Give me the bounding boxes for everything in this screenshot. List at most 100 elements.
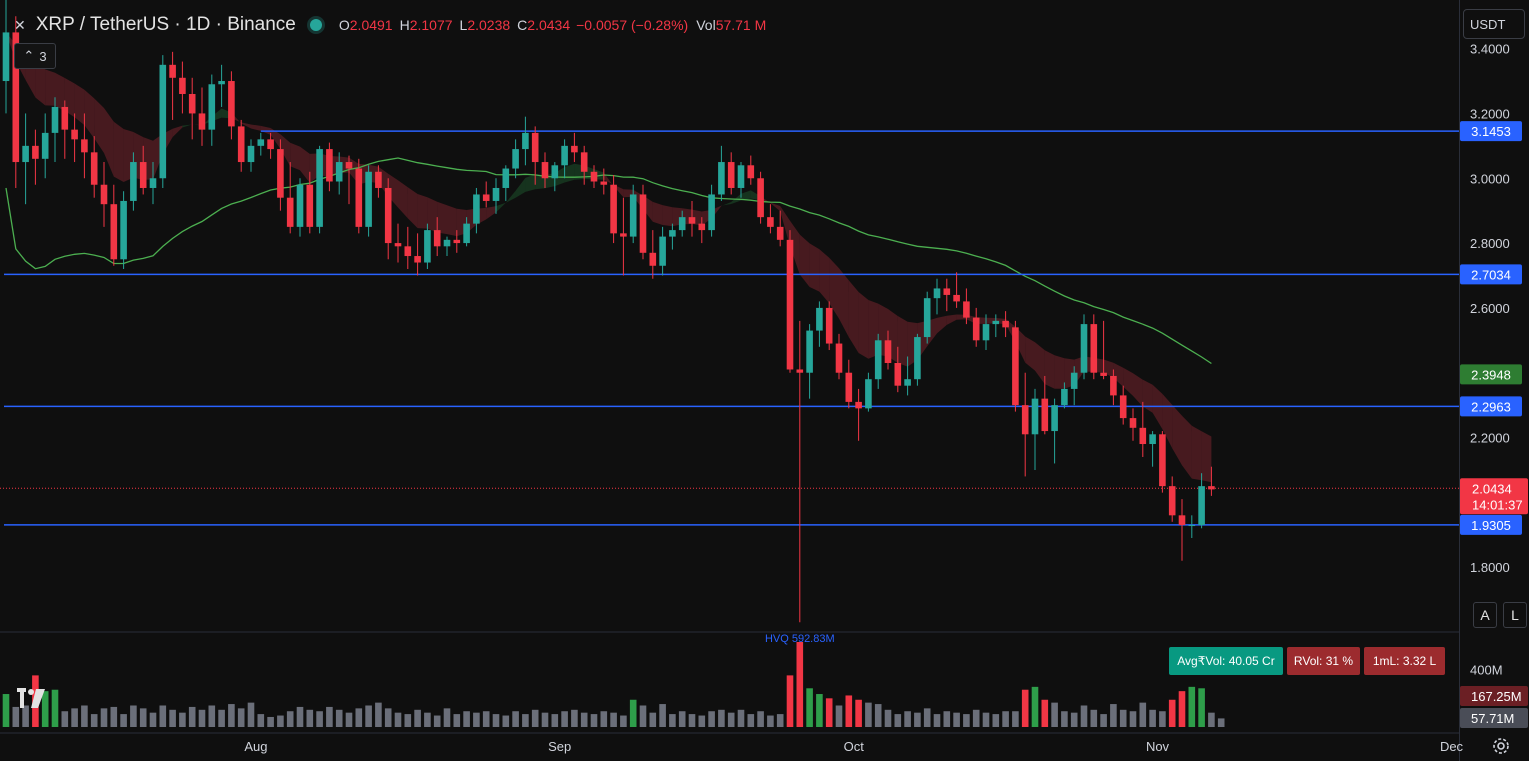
candle-body <box>1198 486 1205 526</box>
auto-scale-button[interactable]: A <box>1473 602 1497 628</box>
one-ml-stat: 1mL: 3.32 L <box>1364 647 1445 675</box>
currency-select[interactable]: USDT <box>1463 9 1525 39</box>
ribbon-segment <box>770 202 781 212</box>
candle-body <box>1051 405 1058 432</box>
candle-body <box>835 343 843 373</box>
ribbon-segment <box>280 134 291 167</box>
ribbon-segment <box>809 243 820 292</box>
volume-bar <box>228 704 235 727</box>
volume-bar <box>933 714 941 727</box>
candle-body <box>1178 515 1186 526</box>
candle-body <box>218 81 225 85</box>
ribbon-segment <box>270 128 281 149</box>
volume-bar <box>159 705 167 727</box>
indicators-toggle[interactable]: ⌃ 3 <box>14 43 56 69</box>
candle-body <box>1188 525 1196 527</box>
log-scale-button[interactable]: L <box>1503 602 1527 628</box>
volume-bar <box>335 709 343 727</box>
volume-bar <box>218 709 225 727</box>
candle-body <box>90 152 98 185</box>
candle-body <box>22 145 29 163</box>
volume-bar <box>247 702 255 727</box>
high-key: H <box>399 17 410 33</box>
ribbon-segment <box>74 83 85 126</box>
volume-bar <box>2 694 10 727</box>
candle-body <box>982 324 990 341</box>
market-status-icon[interactable] <box>309 19 322 31</box>
ribbon-segment <box>819 249 830 304</box>
volume-bar <box>394 712 402 727</box>
candle-body <box>992 320 1000 325</box>
volume-bar <box>571 709 578 727</box>
candle-body <box>169 64 176 78</box>
candle-body <box>865 379 872 409</box>
candle-body <box>149 178 157 188</box>
price-tick-label: 3.2000 <box>1470 106 1510 121</box>
ribbon-segment <box>780 206 790 247</box>
rvol-stat: RVol: 31 % <box>1287 647 1360 675</box>
candle-body <box>198 113 206 130</box>
volume-bar <box>551 714 559 727</box>
price-tick-label: 2.8000 <box>1470 236 1510 251</box>
level-price-tag <box>1460 396 1522 417</box>
candle-body <box>1159 434 1166 487</box>
volume-bar <box>600 711 608 727</box>
low-key: L <box>459 17 468 33</box>
ribbon-segment <box>84 89 95 139</box>
ribbon-segment <box>937 315 947 334</box>
price-axis[interactable]: 3.4000 3.2000 3.0000 2.8000 2.6000 2.2000 1.80… <box>1460 42 1528 728</box>
volume-bar <box>1051 702 1058 727</box>
candle-body <box>81 139 88 153</box>
volume-bar <box>139 708 147 727</box>
time-axis[interactable]: Aug Sep Oct Nov Dec <box>244 739 1463 754</box>
volume-bar <box>678 711 686 727</box>
volume-bar <box>923 708 931 727</box>
close-icon[interactable]: ✕ <box>14 16 26 33</box>
gear-icon[interactable] <box>1490 735 1512 757</box>
volume-bar <box>502 715 510 727</box>
candle-body <box>375 171 382 188</box>
hvq-label: HVQ 592.83M <box>765 633 835 645</box>
candle-body <box>277 149 284 198</box>
candle-body <box>512 149 519 169</box>
candle-body <box>139 162 147 188</box>
time-tick-label: Aug <box>244 739 267 754</box>
volume-bar <box>845 695 853 727</box>
candle-body <box>179 77 186 94</box>
ribbon-segment <box>496 202 506 213</box>
chevron-up-icon: ⌃ <box>23 48 35 63</box>
volume-bar <box>610 712 617 727</box>
volume-bar <box>855 699 862 727</box>
volume-bar <box>179 712 186 727</box>
candle-body <box>1021 405 1029 435</box>
ribbon-segment <box>427 197 438 233</box>
ribbon-segment <box>1201 431 1212 483</box>
volume-bar <box>1208 712 1215 727</box>
volume-bar <box>1080 705 1088 727</box>
volume-bar <box>786 675 794 727</box>
volume-bar <box>424 712 431 727</box>
ribbon-segment <box>603 172 614 187</box>
last-price-tag <box>1460 478 1528 515</box>
candle-body <box>365 171 372 227</box>
candle-body <box>257 139 265 146</box>
candle-body <box>247 145 255 163</box>
volume-sma-tag <box>1460 686 1528 706</box>
candle-body <box>159 64 167 179</box>
price-tick-label: 3.0000 <box>1470 171 1510 186</box>
volume-bar <box>1178 691 1186 727</box>
candle-body <box>531 132 539 163</box>
volume-bar <box>1031 686 1039 727</box>
candle-body <box>698 223 706 231</box>
candle-body <box>482 194 490 201</box>
ribbon-segment <box>1025 336 1035 371</box>
volume-bar <box>443 708 451 727</box>
ribbon-segment <box>104 108 114 177</box>
volume-bar <box>149 712 157 727</box>
ribbon-segment <box>829 257 839 319</box>
symbol-title[interactable]: XRP / TetherUS · 1D · Binance <box>35 14 296 35</box>
ribbon-segment <box>94 98 104 153</box>
volume-bar <box>41 691 49 727</box>
